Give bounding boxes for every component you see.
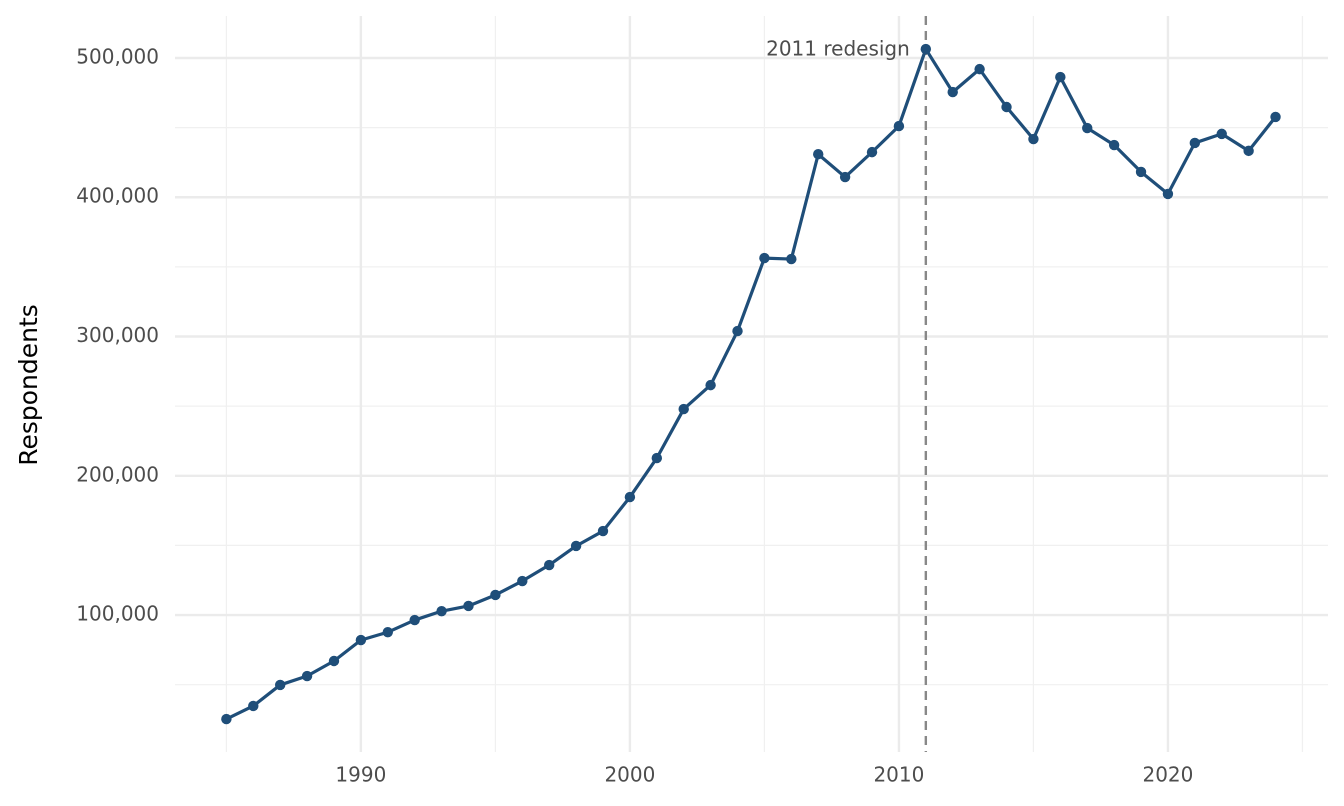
point (597, 525, 609, 537)
point (786, 253, 797, 265)
y-tick-label: 400,000 (76, 184, 159, 208)
point (1216, 128, 1227, 140)
point (893, 120, 905, 132)
point (248, 700, 259, 712)
point (301, 670, 313, 682)
point (678, 403, 689, 415)
point (1162, 188, 1174, 200)
point (1270, 111, 1281, 123)
point (759, 252, 770, 264)
point (1108, 139, 1120, 151)
point (624, 491, 636, 503)
point (570, 540, 582, 552)
y-tick-label: 200,000 (76, 462, 159, 486)
point (382, 626, 393, 638)
point (1243, 145, 1254, 157)
point (1135, 166, 1147, 178)
x-tick-label: 2010 (873, 763, 924, 787)
point (651, 452, 663, 464)
y-axis-label: Respondents (14, 304, 43, 466)
point (813, 149, 824, 160)
point (705, 379, 716, 391)
point (490, 589, 501, 601)
point (1055, 71, 1066, 83)
point (866, 146, 878, 158)
point (274, 679, 286, 691)
point (355, 634, 367, 646)
point (732, 325, 743, 337)
point (1001, 101, 1012, 113)
x-tick-label: 2000 (604, 763, 655, 787)
point (1082, 122, 1093, 134)
point (517, 575, 528, 587)
point (839, 171, 851, 183)
x-tick-label: 2020 (1142, 763, 1193, 787)
point (463, 600, 474, 612)
annotation-label: 2011 redesign (766, 37, 910, 61)
point (1028, 133, 1039, 145)
point (328, 655, 340, 667)
line (225, 47, 1277, 721)
y-tick-label: 100,000 (76, 602, 159, 626)
point (920, 43, 932, 55)
point (974, 63, 985, 75)
point (947, 86, 958, 98)
y-tick-label: 300,000 (76, 323, 159, 347)
point (1189, 137, 1201, 149)
point (409, 614, 420, 626)
point (544, 559, 555, 571)
y-tick-label: 500,000 (76, 44, 159, 68)
x-tick-label: 1990 (335, 763, 386, 787)
point (221, 713, 232, 725)
point (436, 605, 447, 617)
